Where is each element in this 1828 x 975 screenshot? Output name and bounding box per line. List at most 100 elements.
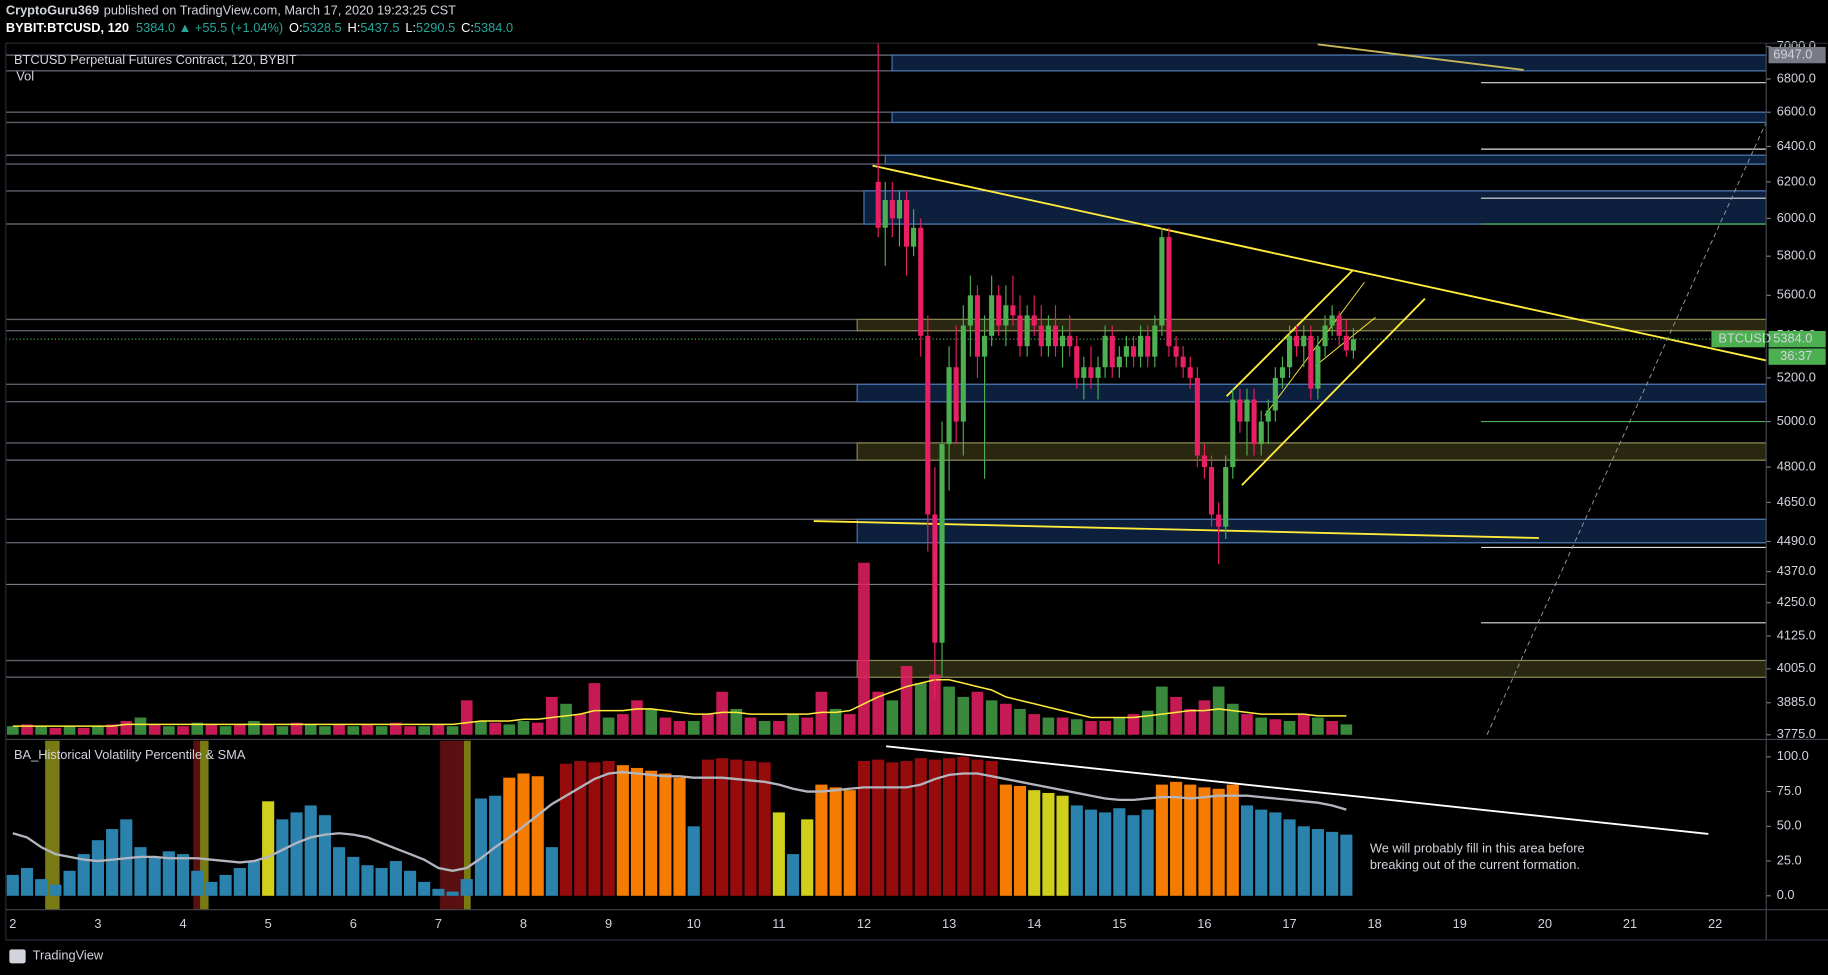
volatility-bar (1326, 831, 1339, 896)
high: 5437.5 (360, 21, 399, 36)
trend-line (1264, 281, 1365, 416)
volume-bar (503, 724, 516, 735)
volatility-bar (673, 777, 686, 896)
volume-bar (1042, 717, 1055, 735)
volatility-bar (1155, 784, 1168, 896)
trend-line (872, 164, 1767, 362)
volatility-bar (928, 759, 941, 896)
y-tick-label: 5600.0 (1777, 287, 1816, 302)
zone (856, 518, 1767, 544)
volume-bar (1127, 714, 1140, 735)
volume-bar (943, 686, 955, 735)
volatility-bar (176, 854, 190, 896)
volatility-bar (687, 826, 700, 896)
volume-bar (900, 665, 913, 735)
y-tick-label: 25.0 (1777, 852, 1802, 867)
volume-bar (673, 720, 686, 735)
candle-body (1322, 325, 1328, 347)
volume-bar (645, 708, 658, 735)
volatility-bar (1113, 808, 1126, 896)
volatility-bar (886, 762, 899, 896)
volume-bar (290, 722, 303, 735)
logo[interactable] (9, 949, 26, 964)
footer-logo[interactable]: TradingView (9, 948, 104, 964)
y-tick-label: 6600.0 (1777, 104, 1816, 119)
x-tick-label: 10 (687, 916, 701, 931)
countdown: 36:37 (1780, 348, 1812, 363)
volatility-bar (1042, 792, 1055, 896)
candle-body (996, 295, 1002, 326)
candle-body (967, 295, 973, 326)
candle-body (1244, 399, 1250, 422)
volatility-bar (630, 767, 644, 896)
volatility-bar (205, 881, 218, 896)
x-tick-label: 5 (265, 916, 272, 931)
volume-bar (1085, 720, 1097, 735)
candle-body (1294, 335, 1300, 347)
volatility-bar (772, 812, 785, 896)
volatility-bar (1240, 805, 1254, 896)
volume-bar (1340, 724, 1353, 735)
level-badge (1768, 46, 1826, 64)
volume-bar (1212, 686, 1225, 735)
volatility-bar (1212, 788, 1225, 896)
candle-body (989, 295, 995, 336)
volatility-bar (545, 847, 558, 896)
change: +55.5 (+1.04%) (195, 21, 283, 36)
arrow: ▲ (179, 21, 192, 36)
volatility-bar (35, 879, 48, 896)
candle-body (932, 514, 938, 643)
x-tick-label: 7 (435, 916, 442, 931)
volatility-bar (474, 798, 488, 896)
zone (856, 318, 1767, 332)
price-badge-label: 5384.0 (1773, 331, 1812, 346)
volume-bar (602, 717, 615, 735)
volatility-bar (191, 870, 204, 896)
brand[interactable]: TradingView (33, 948, 104, 963)
volatility-bar (602, 760, 615, 896)
volume-bar (985, 700, 998, 735)
candle-body (875, 181, 881, 228)
x-tick-label: 17 (1282, 916, 1296, 931)
volatility-pane (6, 740, 1709, 910)
x-tick-label: 15 (1112, 916, 1126, 931)
volatility-bar (900, 760, 913, 896)
volume-bar (1113, 717, 1126, 735)
volume-bar (702, 714, 714, 735)
volatility-bar (318, 815, 331, 896)
volatility-bar (744, 760, 757, 896)
x-tick-label: 12 (857, 916, 871, 931)
volatility-bar (829, 787, 842, 896)
candle-body (1301, 335, 1307, 347)
volatility-bar (361, 865, 374, 896)
candle-body (1180, 356, 1186, 368)
candle-body (1067, 335, 1073, 347)
volume-bar (106, 724, 118, 735)
y-tick-label: 6200.0 (1777, 173, 1816, 188)
volatility-bar (1184, 784, 1197, 896)
candle-body (896, 200, 903, 219)
author[interactable]: CryptoGuru369 (6, 3, 99, 18)
volume-bar (92, 726, 104, 735)
close: 5384.0 (474, 21, 513, 36)
candle-body (1109, 335, 1115, 368)
x-tick-label: 21 (1623, 916, 1637, 931)
volatility-bar (758, 762, 771, 896)
volatility-bar (701, 759, 715, 896)
trend-line (1317, 43, 1524, 71)
x-tick-label: 8 (520, 916, 527, 931)
volume-bar (262, 724, 274, 735)
candle-body (1223, 467, 1229, 527)
volatility-bar (574, 760, 587, 896)
volatility-bar (1269, 812, 1282, 896)
volatility-bar (148, 856, 161, 896)
volatility-bar (375, 867, 388, 896)
volatility-bar (588, 762, 601, 896)
volume-bar (758, 720, 771, 735)
highlight (440, 740, 464, 910)
candle-body (1286, 335, 1293, 368)
volume-bar (617, 714, 629, 735)
volume-bar (390, 722, 402, 735)
y-tick-label: 4250.0 (1777, 594, 1816, 609)
x-tick-label: 2 (9, 916, 16, 931)
